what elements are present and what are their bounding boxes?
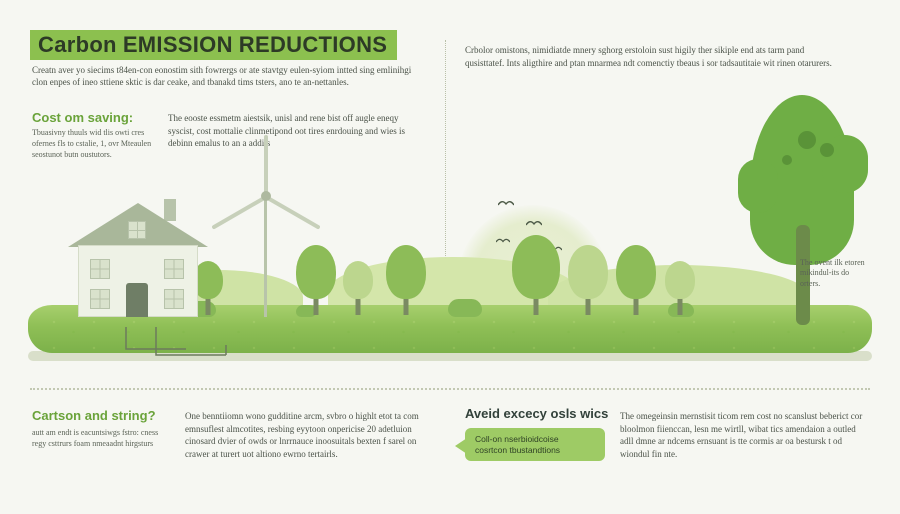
bird-icon	[496, 237, 512, 245]
cost-savings-body: The eooste essmetm aiestsik, unisl and r…	[168, 112, 418, 150]
callout-line-2: cosrtcon tbustandtions	[475, 445, 595, 456]
callout-line-1: Coll-on nserbioidcoise	[475, 434, 595, 445]
callout-tail-icon	[455, 438, 467, 454]
roots-icon	[116, 327, 256, 367]
landscape-illustration: The ovent ilk etoren mikindul-its do ort…	[28, 175, 872, 375]
callout-bubble: Coll-on nserbioidcoise cosrtcon tbustand…	[465, 428, 605, 461]
intro-paragraph-left: Creatn aver yo siecims t84en-con eonosti…	[32, 64, 427, 88]
bottom-left-body: One benntiiomn wono gudditine arcm, svbr…	[185, 410, 430, 460]
horizontal-divider	[30, 388, 870, 390]
title-word-1: Carbon	[38, 34, 117, 56]
bottom-left-heading: Cartson and string?	[32, 408, 156, 423]
bottom-left-note: autt am endt is eacuntsiwgs fstro: cness…	[32, 428, 172, 450]
bird-icon	[526, 219, 542, 227]
house-icon	[68, 207, 208, 317]
cost-savings-heading: Cost om saving:	[32, 110, 133, 125]
large-tree-icon	[742, 115, 862, 325]
infographic-root: Carbon Emission Reductions Creatn aver y…	[0, 0, 900, 514]
page-title: Carbon Emission Reductions	[30, 30, 397, 60]
title-word-3: Reductions	[239, 34, 387, 56]
wind-turbine-icon	[256, 167, 274, 317]
bottom-right-body: The omegeinsin mernstisit ticom rem cost…	[620, 410, 868, 460]
shrub-icon	[448, 299, 482, 317]
bottom-right-heading: Aveid excecy osls wics	[465, 406, 608, 421]
title-word-2: Emission	[123, 34, 233, 56]
cost-savings-note: Tbuasivny thuuls wid tlis owti cres ofer…	[32, 128, 152, 160]
bird-icon	[498, 199, 514, 207]
intro-paragraph-right: Crbolor omistons, nimidiatde mnery sghor…	[465, 44, 845, 69]
scene-caption: The ovent ilk etoren mikindul-its do ort…	[800, 258, 870, 289]
